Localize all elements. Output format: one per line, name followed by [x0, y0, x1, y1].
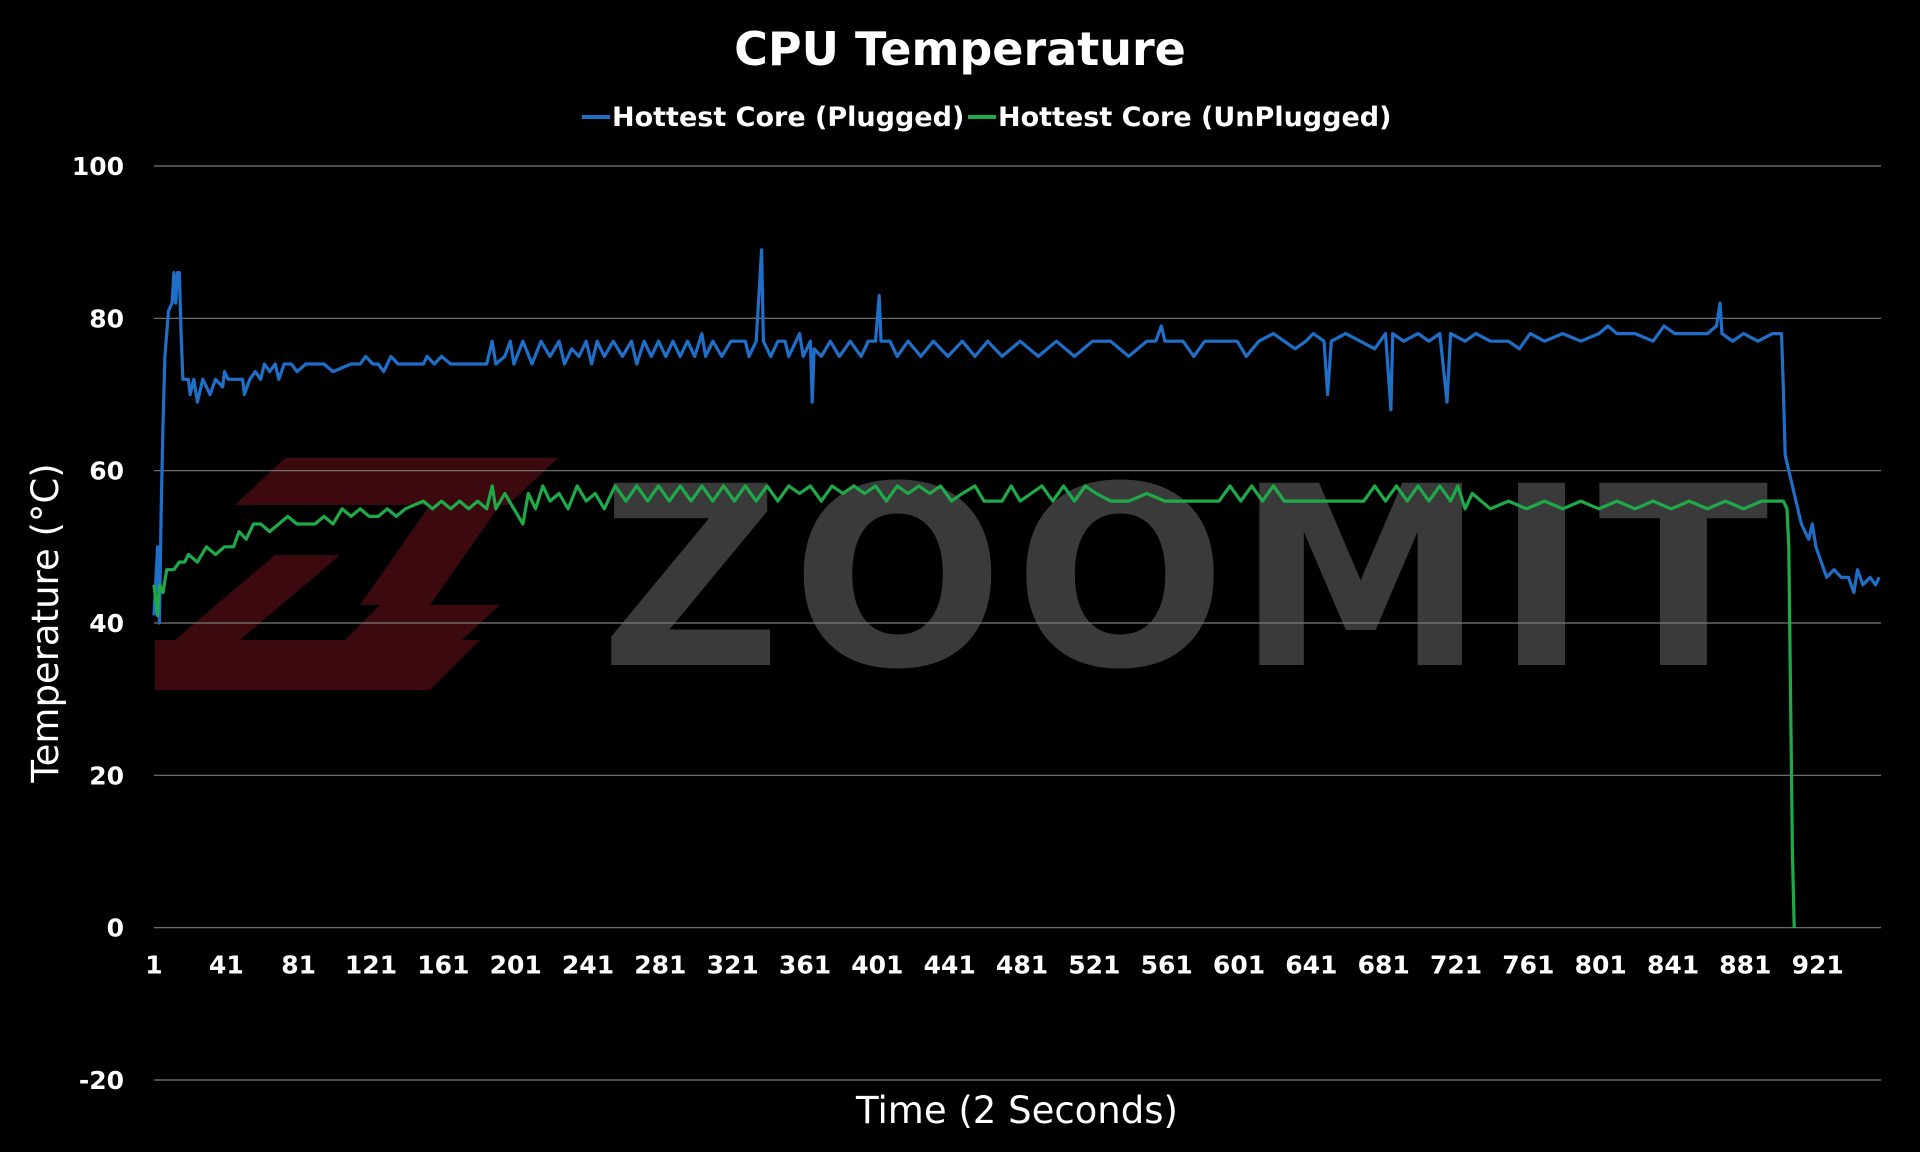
- series-layer: [152, 248, 1881, 928]
- x-tick-label: 41: [209, 951, 244, 980]
- x-tick-label: 761: [1502, 951, 1554, 980]
- x-tick-label: 921: [1792, 951, 1844, 980]
- legend-label-0: Hottest Core (Plugged): [612, 102, 964, 133]
- x-tick-label: 481: [996, 951, 1048, 980]
- y-axis-label: Temperature (°C): [24, 463, 67, 783]
- x-tick-label: 81: [281, 951, 316, 980]
- y-tick-label: -20: [79, 1066, 124, 1095]
- y-axis-ticks: -20 0 20 40 60 80 100: [72, 152, 124, 1095]
- x-tick-label: 201: [490, 951, 542, 980]
- x-tick-label: 401: [851, 951, 903, 980]
- x-tick-label: 801: [1575, 951, 1627, 980]
- x-tick-label: 441: [924, 951, 976, 980]
- x-tick-label: 321: [707, 951, 759, 980]
- x-tick-label: 681: [1358, 951, 1410, 980]
- y-tick-label: 40: [89, 609, 124, 638]
- zoomit-logo-icon: [155, 458, 558, 690]
- x-tick-label: 641: [1285, 951, 1337, 980]
- zoomit-watermark: ZOOMIT: [155, 433, 1779, 724]
- x-tick-label: 881: [1719, 951, 1771, 980]
- x-tick-label: 241: [562, 951, 614, 980]
- series-line-0: [152, 248, 1881, 625]
- y-tick-label: 100: [72, 152, 124, 181]
- grid-lines: [154, 165, 1881, 1081]
- y-tick-label: 20: [89, 761, 124, 790]
- x-axis-ticks: 1 41 81 121 161 201 241 281 321 361 401 441 481 521 56…: [145, 951, 1844, 980]
- x-tick-label: 561: [1141, 951, 1193, 980]
- x-tick-label: 721: [1430, 951, 1482, 980]
- chart-title: CPU Temperature: [734, 22, 1186, 76]
- chart-legend: Hottest Core (Plugged) Hottest Core (UnPl…: [582, 102, 1391, 133]
- y-tick-label: 80: [89, 304, 124, 333]
- x-tick-label: 121: [345, 951, 397, 980]
- y-tick-label: 0: [107, 914, 124, 943]
- y-tick-label: 60: [89, 457, 124, 486]
- x-tick-label: 601: [1213, 951, 1265, 980]
- x-tick-label: 521: [1068, 951, 1120, 980]
- x-tick-label: 361: [779, 951, 831, 980]
- x-tick-label: 1: [145, 951, 162, 980]
- series-line-1: [152, 484, 1796, 928]
- watermark-text: ZOOMIT: [600, 433, 1779, 724]
- legend-label-1: Hottest Core (UnPlugged): [998, 102, 1391, 133]
- x-tick-label: 161: [417, 951, 469, 980]
- x-tick-label: 281: [634, 951, 686, 980]
- x-tick-label: 841: [1647, 951, 1699, 980]
- x-axis-label: Time (2 Seconds): [855, 1089, 1178, 1132]
